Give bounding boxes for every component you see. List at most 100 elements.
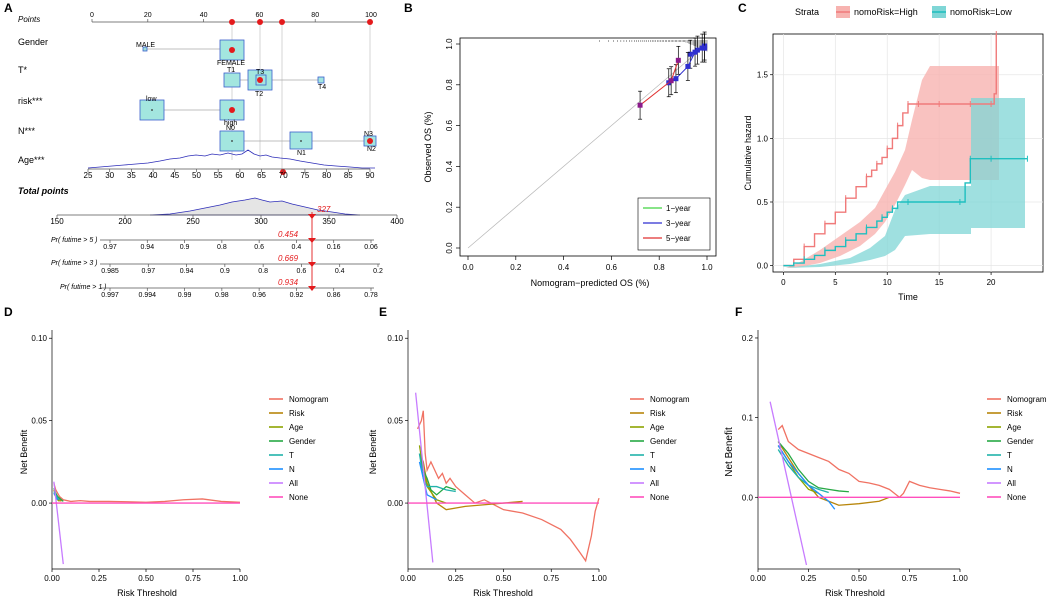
calibration-y-tick-label: 0.0	[445, 242, 454, 254]
p3-value: 0.669	[278, 254, 299, 263]
prob1-axis-tick-label: 0.997	[101, 292, 119, 299]
total-axis-tick-label: 350	[322, 217, 336, 226]
calibration-legend	[637, 197, 711, 251]
total-axis-tick-label: 250	[186, 217, 200, 226]
t4-text: T4	[318, 84, 326, 91]
age-axis-tick-label: 90	[366, 171, 375, 180]
dca-f-xlabel: Risk Threshold	[825, 588, 885, 598]
legend-high: nomoRisk=High	[854, 7, 918, 17]
prob5-axis-tick-label: 0.16	[327, 244, 341, 251]
hazard-xlabel: Time	[898, 292, 918, 302]
e-legend-label: Nomogram	[650, 395, 690, 404]
hazard-x-tick-label: 20	[987, 278, 996, 287]
calibration-y-tick-label: 0.2	[445, 201, 454, 213]
dca-e-xlabel: Risk Threshold	[473, 588, 533, 598]
gender-female-text: FEMALE	[217, 60, 245, 67]
age-axis-tick-label: 65	[257, 171, 266, 180]
low-risk-ci-band	[786, 98, 1025, 268]
points-axis-tick-label: 40	[200, 12, 208, 19]
e-x-tick-label: 0.00	[400, 574, 416, 583]
f-y-tick-label: 0.0	[742, 493, 754, 502]
prob1-axis-tick-label: 0.86	[327, 292, 341, 299]
prob1-axis-tick-label: 0.99	[178, 292, 192, 299]
hazard-x-tick-label: 5	[833, 278, 838, 287]
age-axis-tick-label: 60	[235, 171, 244, 180]
age-axis-tick-label: 45	[170, 171, 179, 180]
prob3-axis-tick-label: 0.2	[373, 268, 383, 275]
age-axis-tick-label: 40	[149, 171, 158, 180]
n2-text: N2	[367, 146, 376, 153]
f-y-tick-label: 0.1	[742, 414, 754, 423]
calibration-x-tick-label: 1.0	[701, 263, 713, 272]
e-x-tick-label: 0.25	[448, 574, 464, 583]
prob1-axis-tick-label: 0.92	[290, 292, 304, 299]
calibration-y-tick-label: 0.6	[445, 119, 454, 131]
t1-box	[223, 72, 241, 88]
e-x-tick-label: 0.50	[496, 574, 512, 583]
prob5-axis-tick-label: 0.4	[292, 244, 302, 251]
e-legend-label: All	[650, 479, 659, 488]
prob5-axis-tick-label: 0.97	[103, 244, 117, 251]
dca-panel-f: 0.00 0.25 0.50 0.75 1.00 0.0 0.1 0.2 Nomogram Ris…	[724, 330, 1047, 598]
total-points-label: Total points	[18, 186, 69, 196]
prob3-axis-tick-label: 0.94	[180, 268, 194, 275]
d-legend-label: Risk	[289, 409, 306, 418]
prob3-axis-tick-label: 0.4	[335, 268, 345, 275]
e-y-tick-label: 0.00	[387, 499, 403, 508]
calibration-point	[675, 57, 681, 63]
gender-male-box	[142, 46, 148, 52]
prob5-axis-tick-label: 0.06	[364, 244, 378, 251]
hazard-line-low	[783, 158, 1028, 267]
f-legend-label: Nomogram	[1007, 395, 1047, 404]
e-line-risk	[418, 453, 523, 511]
prob3-axis-tick-label: 0.97	[141, 268, 155, 275]
calibration-point	[685, 63, 691, 69]
prob5-axis-tick-label: 0.8	[217, 244, 227, 251]
calibration-x-tick-label: 0.6	[606, 263, 618, 272]
hazard-y-tick-label: 1.0	[757, 134, 769, 143]
e-legend-label: T	[650, 451, 655, 460]
gender-male-text: MALE	[136, 42, 155, 49]
points-marker	[257, 19, 263, 25]
n-label: N***	[18, 126, 36, 136]
hazard-y-tick-label: 0.0	[757, 262, 769, 271]
f-line-nomogram	[777, 424, 961, 499]
risk-high-text: high	[224, 120, 237, 127]
panel-label-c: C	[738, 1, 747, 15]
points-axis-tick-label: 80	[311, 12, 319, 19]
dca-d-ylabel: Net Benefit	[19, 429, 29, 474]
dca-e-ylabel: Net Benefit	[368, 429, 378, 474]
points-axis-tick-label: 60	[256, 12, 264, 19]
calibration-legend-label: 3−year	[666, 219, 691, 228]
t2-text: T2	[255, 91, 263, 98]
e-x-tick-label: 1.00	[591, 574, 607, 583]
d-legend-label: All	[289, 479, 298, 488]
t-label: T*	[18, 65, 27, 75]
f-legend-label: T	[1007, 451, 1012, 460]
f-x-tick-label: 1.00	[952, 574, 968, 583]
points-axis-tick-label: 100	[365, 12, 377, 19]
gender-label: Gender	[18, 37, 48, 47]
prob3-axis-tick-label: 0.9	[220, 268, 230, 275]
n0-text: N0	[226, 125, 235, 132]
points-marker	[229, 19, 235, 25]
t1-text: T1	[227, 67, 235, 74]
prob3-axis-tick-label: 0.985	[101, 268, 119, 275]
points-label: Points	[18, 15, 40, 24]
f-legend-label: Age	[1007, 423, 1022, 432]
f-line-all	[769, 401, 808, 566]
calibration-y-tick-label: 0.4	[445, 160, 454, 172]
prob3-axis-tick-label: 0.6	[297, 268, 307, 275]
total-density	[149, 197, 361, 216]
d-x-tick-label: 0.50	[138, 574, 154, 583]
f-legend-label: N	[1007, 465, 1013, 474]
e-y-tick-label: 0.05	[387, 417, 403, 426]
total-axis-tick-label: 150	[50, 217, 64, 226]
prob5-label: Pr( futime > 5 )	[51, 237, 97, 244]
d-y-tick-label: 0.00	[31, 499, 47, 508]
f-line-gender	[777, 441, 849, 493]
d-line-nomogram	[53, 483, 241, 503]
hazard-y-tick-label: 1.5	[757, 71, 769, 80]
prob3-label: Pr( futime > 3 )	[51, 260, 97, 267]
e-legend-label: Risk	[650, 409, 667, 418]
